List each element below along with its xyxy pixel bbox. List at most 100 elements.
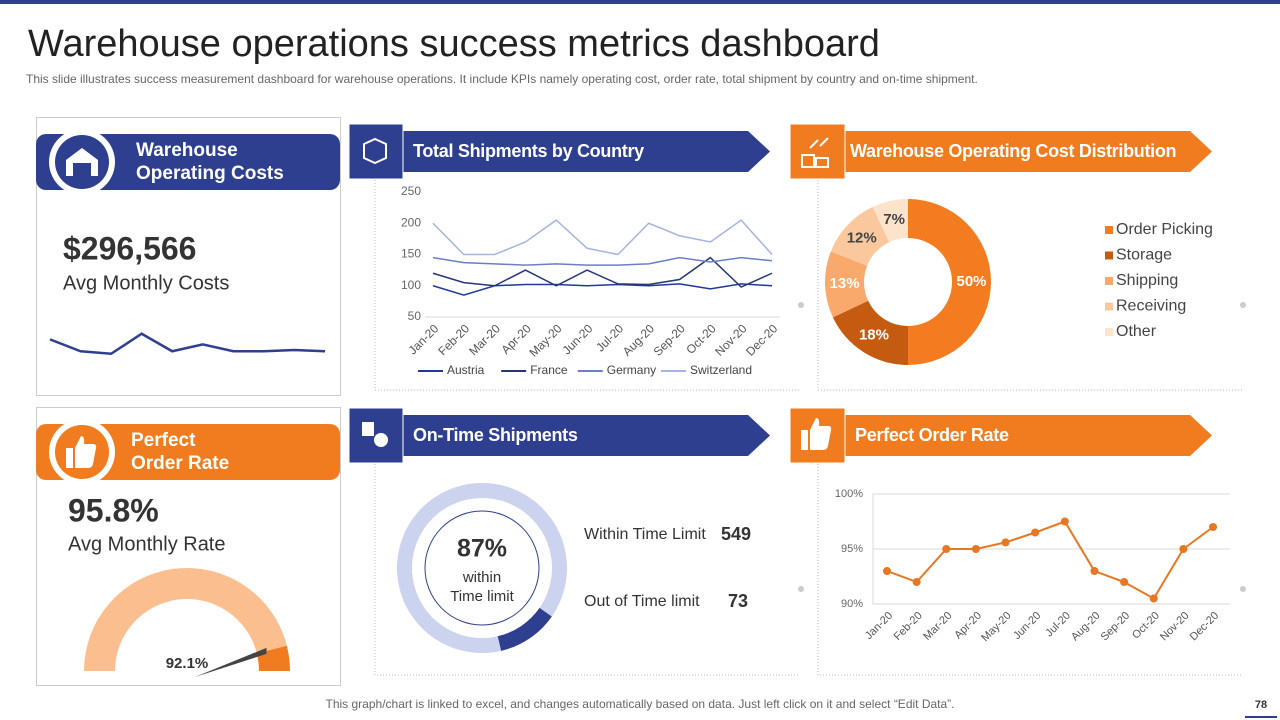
card-box [36, 117, 341, 396]
legend-label: France [530, 363, 568, 377]
donut-center [424, 510, 540, 626]
plot-frame [872, 494, 1230, 605]
card-value: 95.8% [68, 492, 159, 528]
chart-title: On-Time Shipments [413, 425, 578, 445]
card-box [36, 407, 341, 686]
category-value: 73 [728, 591, 748, 611]
category-label: Out of Time limit [584, 593, 700, 610]
y-tick-label: 200 [401, 215, 421, 229]
category-value: 549 [721, 524, 751, 544]
y-tick-label: 250 [401, 184, 421, 198]
warehouse-door [73, 163, 91, 176]
marker [1149, 594, 1158, 603]
card-caption: Avg Monthly Rate [68, 533, 226, 555]
legend-swatch [1105, 328, 1113, 336]
card-title: Perfect Order Rate [131, 430, 230, 474]
legend-label: Other [1116, 323, 1157, 340]
y-tick-label: 100% [835, 488, 863, 500]
legend-label: Germany [607, 363, 656, 377]
thumb-icon [801, 418, 832, 450]
subtitle: This slide illustrates success measureme… [26, 72, 978, 86]
box-icon [363, 137, 387, 165]
cost-icon [801, 137, 829, 168]
x-tick-label: Aug-20 [620, 321, 657, 358]
x-tick-label: Oct-20 [1130, 610, 1162, 642]
data-label: 50% [956, 273, 986, 290]
top-bar [0, 0, 1280, 4]
y-tick-label: 100 [401, 278, 421, 292]
slice [497, 607, 552, 651]
center-caption: within [462, 569, 501, 586]
page-number: 78 [1255, 699, 1267, 711]
series-line [432, 256, 773, 288]
center-caption: Time limit [450, 588, 514, 605]
marker [1120, 578, 1129, 586]
category-label: Within Time Limit [584, 526, 706, 543]
y-tick-label: 95% [841, 543, 863, 555]
x-tick-label: Dec-20 [1188, 610, 1222, 644]
marker [1209, 523, 1217, 531]
legend-swatch [1105, 226, 1113, 234]
slice [825, 251, 869, 318]
legend-label: Order Picking [1116, 221, 1213, 238]
marker [1179, 545, 1188, 553]
x-tick-label: Jan-20 [406, 321, 442, 357]
legend-label: Storage [1116, 247, 1172, 264]
marker [971, 545, 980, 553]
clock-icon [374, 433, 388, 447]
x-tick-label: Sep-20 [651, 321, 688, 358]
x-tick-label: Nov-20 [1158, 610, 1192, 644]
card-caption: Avg Monthly Costs [63, 272, 229, 294]
slice [832, 300, 908, 365]
x-tick-label: Jun-20 [1011, 610, 1043, 642]
slice [830, 206, 890, 266]
series-line [432, 283, 773, 296]
legend-label: Shipping [1116, 272, 1178, 289]
chart-title: Warehouse Operating Cost Distribution [850, 141, 1176, 161]
x-tick-label: Mar-20 [466, 321, 503, 358]
x-tick-label: Dec-20 [743, 321, 780, 358]
legend-label: Receiving [1116, 298, 1186, 315]
marker [1031, 528, 1040, 537]
x-tick-label: Jan-20 [863, 610, 895, 642]
legend-label: Austria [447, 363, 485, 377]
line [49, 332, 326, 356]
header-banner [845, 131, 1212, 172]
chart-title: Perfect Order Rate [855, 425, 1009, 445]
data-label: 13% [830, 275, 860, 292]
x-tick-label: May-20 [526, 321, 564, 359]
slice [872, 199, 908, 243]
card-banner [36, 424, 340, 480]
marker [883, 567, 891, 575]
title: Warehouse operations success metrics das… [28, 23, 880, 65]
marker [1090, 567, 1099, 575]
marker [912, 578, 921, 586]
x-tick-label: Aug-20 [1069, 610, 1103, 644]
y-tick-label: 90% [841, 598, 863, 610]
legend-swatch [1105, 251, 1113, 260]
panel-frames [374, 180, 1243, 676]
header-icon [348, 123, 404, 180]
clock-icon [362, 422, 374, 436]
page-underline [1245, 716, 1277, 718]
x-tick-label: May-20 [979, 610, 1013, 644]
x-tick-label: Jun-20 [560, 321, 596, 357]
data-label: 12% [847, 230, 877, 247]
panel-dots [798, 302, 1246, 592]
thumb-icon [66, 436, 97, 468]
x-tick-label: Sep-20 [1099, 610, 1133, 644]
footer-note: This graph/chart is linked to excel, and… [326, 697, 955, 711]
data-label: 7% [883, 211, 905, 228]
legend-swatch [1105, 277, 1113, 285]
gauge-label: 92.1% [166, 655, 209, 672]
line [886, 520, 1214, 600]
center-label: 87% [457, 535, 507, 563]
y-tick-label: 50 [408, 309, 422, 323]
header-banner [403, 131, 770, 172]
header-banner [403, 415, 770, 456]
legend-swatch [1105, 302, 1113, 311]
chart-title: Total Shipments by Country [413, 141, 644, 161]
x-tick-label: Nov-20 [712, 321, 749, 358]
gauge-needle [195, 647, 267, 677]
